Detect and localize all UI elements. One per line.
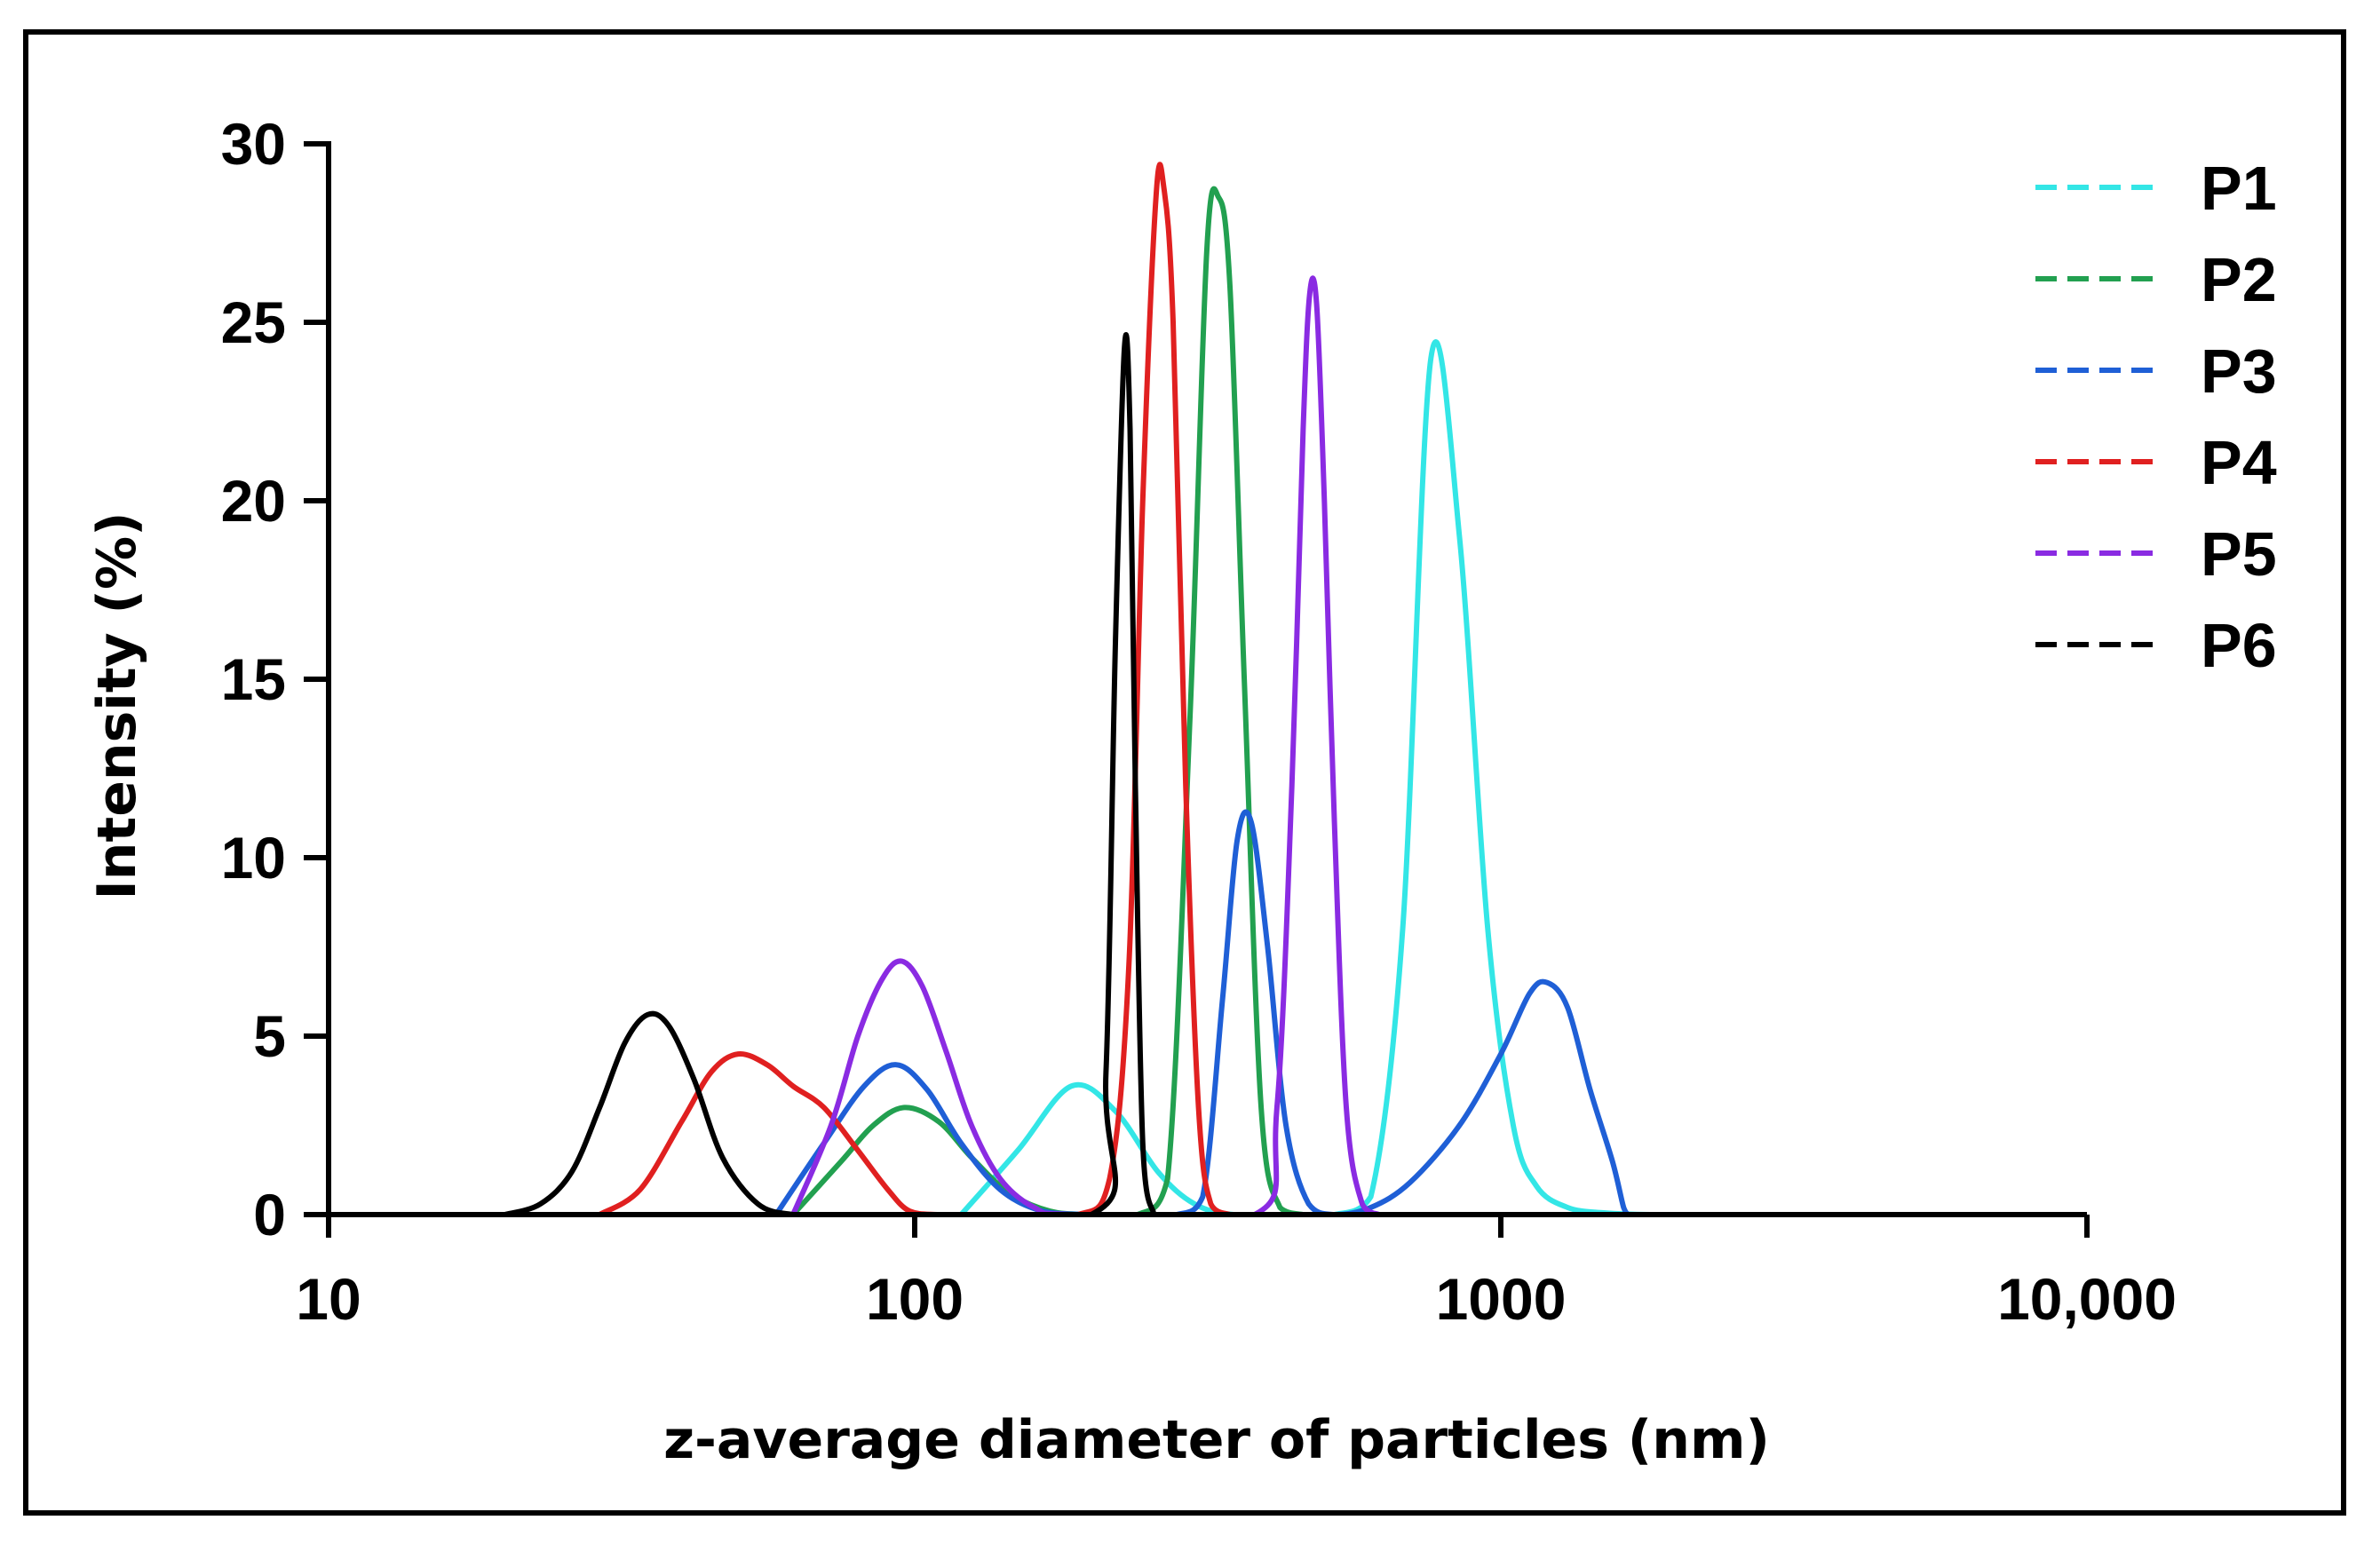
y-tick-label: 15: [221, 646, 286, 712]
x-axis-title: z-average diameter of particles (nm): [663, 1409, 1770, 1471]
y-tick-label: 20: [221, 468, 286, 534]
legend-label-p3: P3: [2201, 337, 2277, 406]
x-tick-label: 100: [866, 1266, 964, 1332]
y-tick-label: 25: [221, 289, 286, 355]
legend-label-p4: P4: [2201, 428, 2277, 497]
axes: [326, 141, 2087, 1217]
series-line-p5: [790, 275, 1381, 1218]
x-tick-label: 1000: [1436, 1266, 1567, 1332]
x-tick-label: 10,000: [1997, 1266, 2177, 1332]
series-line-p3: [774, 809, 1631, 1218]
y-axis-title: Intensity (%): [86, 511, 148, 899]
legend-label-p6: P6: [2201, 611, 2277, 680]
series-line-p6: [504, 332, 1157, 1218]
legend: P1 P2 P3 P4 P5 P6: [2035, 154, 2277, 680]
legend-label-p1: P1: [2201, 154, 2277, 223]
y-tick-label: 10: [221, 825, 286, 891]
series-lines: [504, 162, 1797, 1218]
x-tick-label: 10: [296, 1266, 361, 1332]
y-tick-label: 5: [253, 1003, 286, 1069]
series-line-p1: [959, 339, 1797, 1218]
legend-label-p2: P2: [2201, 245, 2277, 314]
series-line-p4: [598, 162, 1232, 1218]
ticks: 0 5 10 15 20 25 30 10 100 1000 10,000: [221, 111, 2177, 1332]
legend-label-p5: P5: [2201, 519, 2277, 589]
y-tick-label: 0: [253, 1182, 286, 1247]
y-tick-label: 30: [221, 111, 286, 177]
series-line-p2: [790, 186, 1305, 1218]
